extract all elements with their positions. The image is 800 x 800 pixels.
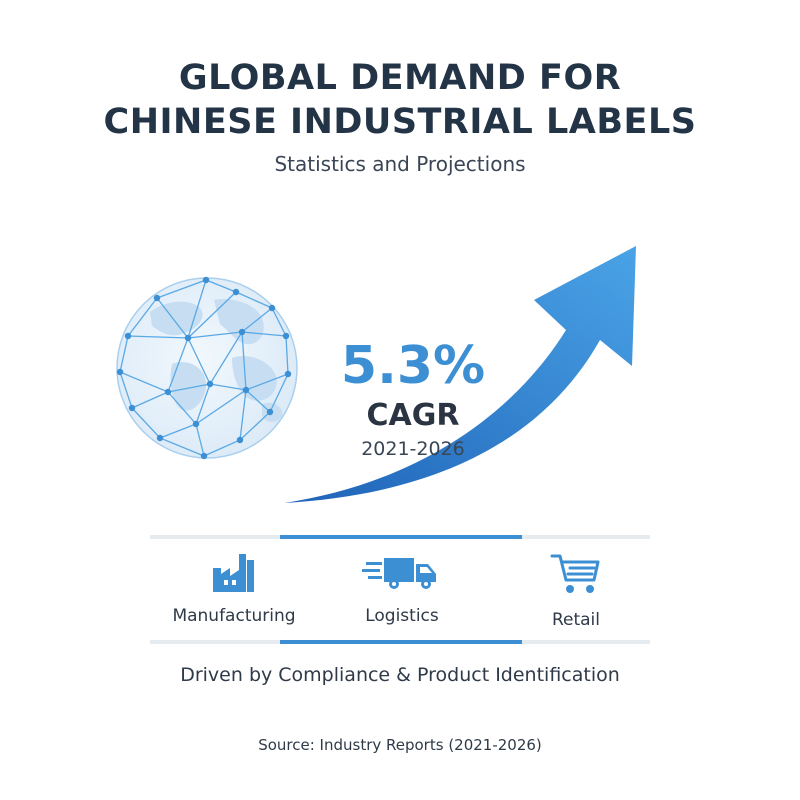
sector-label-logistics: Logistics <box>365 606 439 626</box>
title-line-2: CHINESE INDUSTRIAL LABELS <box>103 102 697 142</box>
cagr-period: 2021-2026 <box>361 438 465 460</box>
sector-logistics: Logistics <box>302 552 502 626</box>
cagr-label: CAGR <box>366 398 460 433</box>
hero-graphic <box>116 246 636 503</box>
drivers-caption: Driven by Compliance & Product Identific… <box>180 664 620 686</box>
page-subtitle: Statistics and Projections <box>274 152 526 176</box>
sector-manufacturing: Manufacturing <box>134 552 334 626</box>
factory-icon <box>213 554 254 592</box>
shopping-cart-icon <box>550 554 600 593</box>
sector-retail: Retail <box>476 552 676 630</box>
delivery-truck-icon <box>362 558 436 589</box>
divider-bottom-accent <box>280 640 522 644</box>
globe-icon <box>116 276 298 460</box>
cagr-stat: 5.3% CAGR 2021-2026 <box>318 336 508 462</box>
divider-bottom <box>150 640 650 644</box>
divider-top <box>150 535 650 539</box>
sector-label-retail: Retail <box>551 610 601 630</box>
title-line-1: GLOBAL DEMAND FOR <box>178 58 622 98</box>
sector-label-manufacturing: Manufacturing <box>172 606 296 626</box>
source-note: Source: Industry Reports (2021-2026) <box>258 736 542 754</box>
growth-arrow-icon <box>284 246 636 503</box>
cagr-value: 5.3% <box>340 336 486 396</box>
divider-top-accent <box>280 535 522 539</box>
page-title: GLOBAL DEMAND FOR CHINESE INDUSTRIAL LAB… <box>0 56 800 144</box>
